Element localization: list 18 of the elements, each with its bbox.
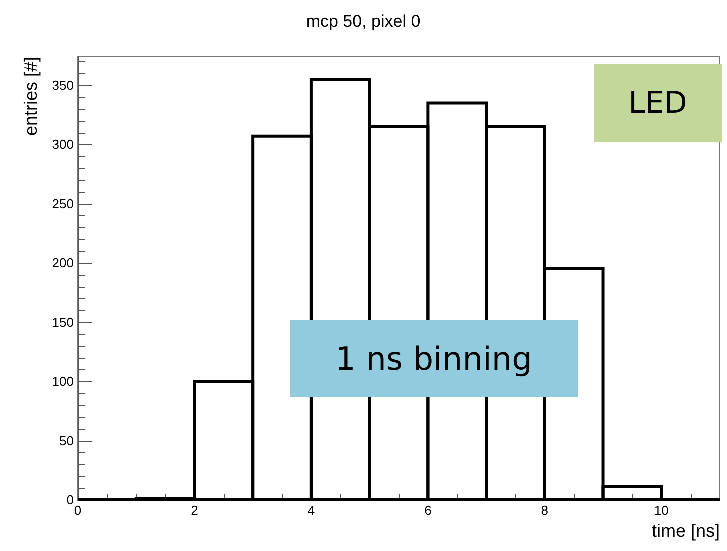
y-tick-label: 250 <box>52 196 74 212</box>
x-tick-label: 10 <box>654 503 669 518</box>
y-tick-label: 350 <box>52 78 74 93</box>
x-axis-title: time [ns] <box>652 521 720 541</box>
y-tick-label: 0 <box>66 492 74 508</box>
x-tick-label: 6 <box>424 503 432 518</box>
y-tick-label: 50 <box>60 433 74 448</box>
y-tick-label: 150 <box>52 314 74 330</box>
annotation: 1 ns binning <box>290 320 578 397</box>
y-tick-label: 200 <box>52 256 74 271</box>
y-axis-title: entries [#] <box>21 57 41 136</box>
x-tick-label: 2 <box>191 503 198 518</box>
x-tick-label: 4 <box>308 503 316 518</box>
y-tick-label: 300 <box>52 137 74 152</box>
annotation: LED <box>594 64 722 142</box>
y-tick-label: 100 <box>52 374 74 390</box>
chart-title: mcp 50, pixel 0 <box>306 12 421 31</box>
x-tick-label: 8 <box>541 503 549 518</box>
